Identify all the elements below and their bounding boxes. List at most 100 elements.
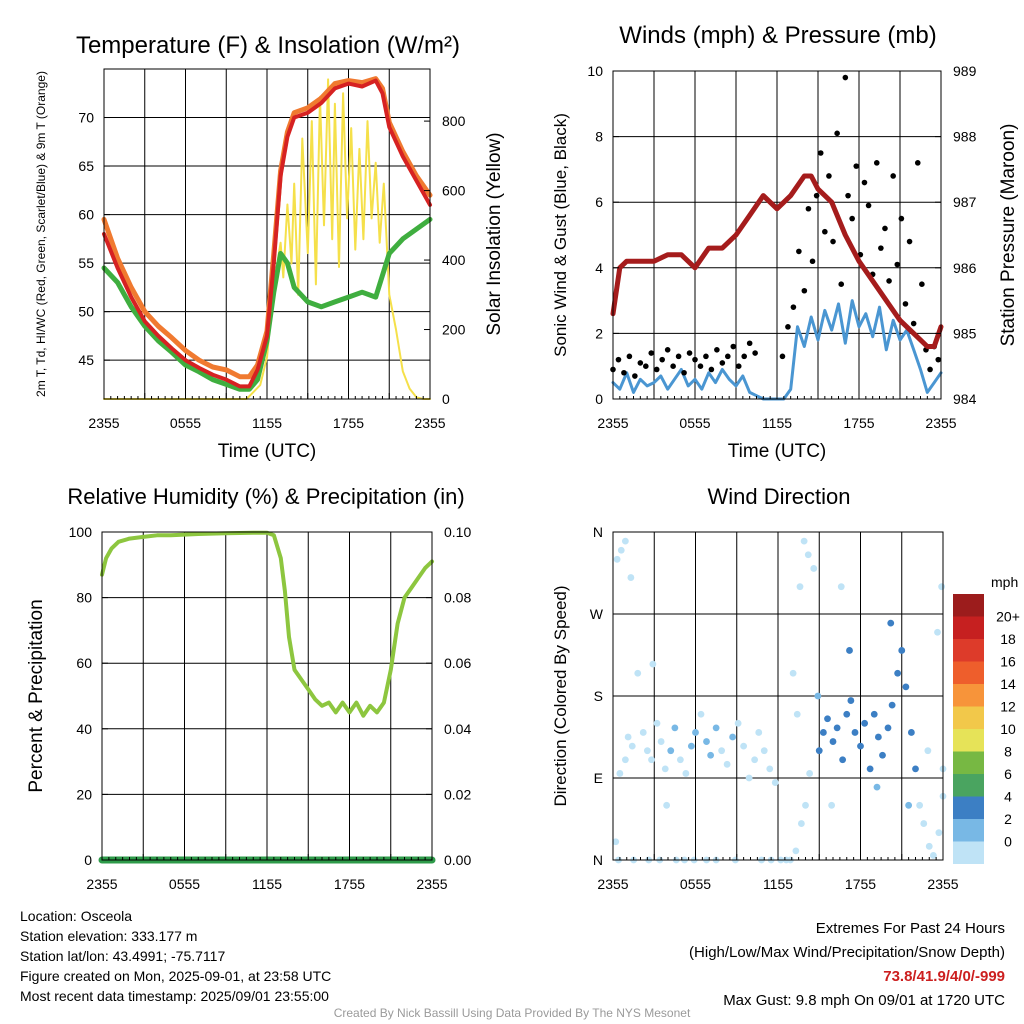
y-tick-label: 0.08: [444, 590, 471, 606]
gust-point: [809, 258, 816, 265]
wind-direction-point: [925, 842, 933, 850]
wind-direction-point: [797, 820, 805, 827]
wind-direction-point: [760, 747, 768, 755]
x-tick-label: 1755: [334, 876, 365, 892]
legend-label: 2: [1004, 811, 1012, 827]
legend-swatch: [953, 594, 984, 617]
y-tick-label: 8: [595, 129, 603, 145]
wind-direction-point: [894, 669, 902, 677]
wind-direction-point: [912, 765, 919, 773]
y-tick-label: 45: [78, 352, 94, 368]
winds-y-label-right: Station Pressure (Maroon): [998, 124, 1019, 347]
y-tick-label: 989: [953, 63, 977, 79]
wind-direction-point: [624, 733, 632, 741]
temperature-panel: Temperature (F) & Insolation (W/m²) 2355…: [34, 32, 505, 462]
wind-direction-point: [884, 724, 892, 732]
x-tick-label: 2355: [925, 415, 956, 431]
gust-point: [849, 215, 855, 222]
y-tick-label: 6: [595, 194, 603, 210]
wind-direction-point: [692, 729, 699, 736]
legend-label: 6: [1004, 766, 1012, 782]
gust-point: [790, 304, 797, 310]
wind-direction-point: [887, 619, 895, 627]
humidity-line: [100, 530, 434, 718]
gust-point: [830, 238, 836, 245]
wind-direction-point: [837, 583, 845, 591]
x-tick-label: 2355: [86, 876, 117, 892]
gust-point: [834, 130, 840, 137]
gust-point: [703, 353, 709, 360]
legend-title: mph: [991, 574, 1018, 590]
speed-legend: mph 20+ 18 16 14 12 10 8 6 4 2 0: [953, 574, 1020, 864]
gust-point: [842, 74, 849, 81]
gust-point: [752, 350, 758, 356]
station-latlon: Station lat/lon: 43.4991; -75.7117: [20, 948, 226, 964]
wind-direction-point: [851, 729, 859, 736]
wind-direction-y-label: Direction (Colored By Speed): [551, 585, 570, 806]
legend-swatch: [953, 841, 984, 864]
extremes-title: Extremes For Past 24 Hours: [815, 920, 1005, 937]
wind-direction-point: [712, 724, 720, 732]
legend-swatch: [953, 639, 984, 662]
wind-direction-point: [648, 756, 655, 764]
gust-point: [708, 366, 715, 373]
gust-point: [648, 350, 655, 356]
gust-point: [681, 369, 687, 376]
temperature-x-label: Time (UTC): [218, 441, 317, 462]
wind-direction-point: [766, 765, 774, 773]
gust-point: [746, 340, 753, 347]
wind-direction-point: [628, 742, 636, 750]
gust-point: [805, 205, 812, 212]
gust-point: [741, 353, 747, 360]
gust-point: [785, 324, 791, 330]
gust-point: [853, 163, 860, 169]
gust-point: [686, 350, 693, 356]
y-tick-label: 988: [953, 129, 977, 145]
gust-point: [838, 281, 845, 288]
y-tick-label: 70: [78, 110, 94, 126]
extremes-subtitle: (High/Low/Max Wind/Precipitation/Snow De…: [689, 944, 1005, 961]
legend-label: 10: [1000, 721, 1016, 737]
extremes-values: 73.8/41.9/4/0/-999: [883, 968, 1005, 985]
y-tick-label: 986: [953, 260, 977, 276]
x-tick-label: 0555: [679, 415, 710, 431]
y-tick-label: E: [594, 770, 603, 786]
legend-label: 18: [1000, 631, 1016, 647]
wind-direction-point: [870, 710, 878, 718]
wind-direction-point: [802, 801, 809, 809]
gust-point: [935, 356, 942, 363]
wind-direction-point: [661, 765, 669, 773]
wind-direction-point: [839, 756, 847, 764]
wind-direction-point: [938, 583, 946, 591]
winds-title: Winds (mph) & Pressure (mb): [619, 22, 936, 49]
y-tick-label: 987: [953, 194, 977, 210]
winds-x-label: Time (UTC): [728, 441, 827, 462]
wind-direction-point: [667, 747, 675, 755]
wind-direction-point: [829, 738, 837, 745]
legend-label: 14: [1000, 676, 1016, 692]
wind-direction-point: [745, 774, 753, 782]
x-tick-label: 0555: [680, 876, 711, 892]
wind-direction-point: [828, 801, 836, 809]
wind-direction-point: [671, 724, 679, 732]
gust-point: [817, 150, 824, 156]
recent-timestamp: Most recent data timestamp: 2025/09/01 2…: [20, 988, 329, 1004]
y-tick-label: 0.02: [444, 786, 471, 802]
x-tick-label: 1755: [333, 415, 364, 431]
x-tick-label: 0555: [169, 876, 200, 892]
x-tick-label: 2355: [416, 876, 447, 892]
x-tick-label: 1155: [763, 876, 793, 892]
wind-direction-point: [935, 829, 943, 837]
wind-direction-point: [861, 719, 869, 727]
wind-direction-point: [703, 738, 710, 745]
wind-direction-point: [653, 719, 661, 727]
gust-point: [927, 366, 933, 373]
station-location: Location: Osceola: [20, 908, 133, 924]
wind-direction-title: Wind Direction: [707, 484, 850, 509]
gust-point: [878, 245, 884, 251]
temperature-y-label-left: 2m T, Td, HI/WC (Red, Green, Scarlet/Blu…: [34, 71, 48, 397]
legend-swatch: [953, 819, 984, 842]
y-tick-label: 600: [442, 183, 466, 199]
y-tick-label: 65: [78, 158, 94, 174]
y-tick-label: N: [593, 852, 603, 868]
